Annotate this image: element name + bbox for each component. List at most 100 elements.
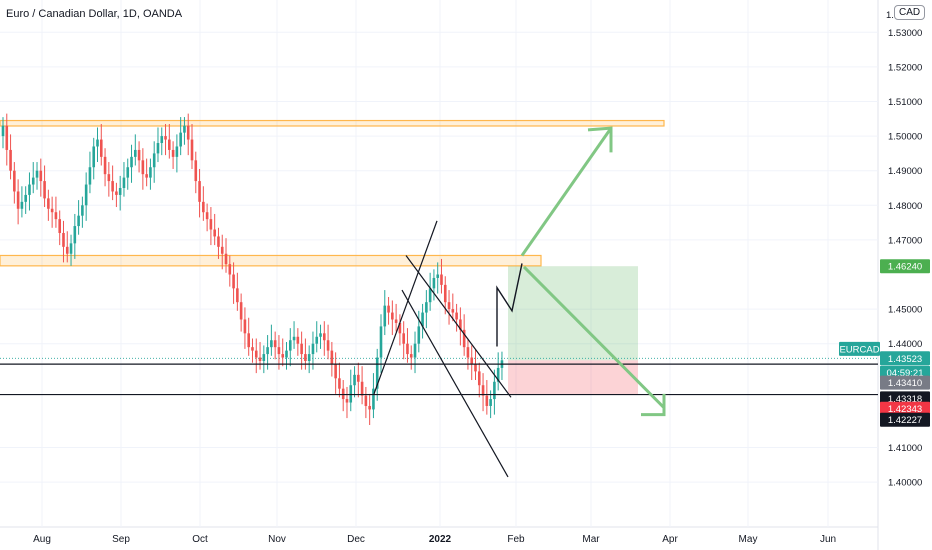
- candle-body: [462, 329, 466, 348]
- candle-body: [99, 139, 103, 157]
- candle-body: [137, 149, 141, 161]
- candle-body: [13, 170, 16, 192]
- price-tick-label: 1.50000: [888, 132, 922, 143]
- candle-body: [54, 212, 58, 220]
- price-label-bg: [880, 401, 930, 416]
- time-tick-label: Oct: [192, 534, 208, 545]
- price-label-text: 1.42227: [888, 415, 922, 426]
- price-axis: 1.53000 1.52000 1.51000 1.50000 1.49000 1.480…: [839, 10, 930, 489]
- candle-body: [5, 125, 9, 150]
- candle-body: [254, 350, 258, 358]
- candle-body: [118, 188, 122, 195]
- candle-body: [258, 357, 262, 361]
- channel-lower: [401, 289, 509, 478]
- candle-body: [375, 357, 379, 389]
- candle-body: [432, 277, 436, 289]
- candle-body: [315, 336, 319, 344]
- trendline-up: [373, 220, 438, 395]
- candle-body: [141, 160, 145, 175]
- candle-body: [126, 167, 130, 178]
- time-tick-label: Aug: [33, 534, 51, 545]
- candle-body: [311, 343, 315, 355]
- candle-body: [73, 226, 77, 244]
- candle-body: [353, 374, 356, 386]
- candle-body: [20, 201, 24, 209]
- candle-body: [372, 388, 375, 410]
- candle-body: [266, 347, 269, 355]
- candle-body: [47, 198, 50, 209]
- time-tick-label: 2022: [429, 534, 452, 545]
- price-label-text: 1.46240: [888, 262, 922, 273]
- drawings: [0, 126, 878, 478]
- candle-body: [345, 399, 349, 403]
- candle-body: [413, 343, 417, 358]
- price-label: 1.46240: [880, 259, 930, 274]
- candle-body: [186, 125, 190, 140]
- candle-body: [326, 340, 330, 351]
- candle-body: [122, 177, 126, 188]
- candles: [1, 113, 504, 426]
- candle-body: [262, 354, 266, 361]
- price-tick-label: 1.51000: [888, 97, 922, 108]
- price-tick-label: 1.44000: [888, 339, 922, 350]
- price-tick-label: 1.40000: [888, 478, 922, 489]
- price-tick-label: 1.45000: [888, 305, 922, 316]
- currency-button[interactable]: CAD: [894, 5, 926, 20]
- candle-body: [277, 347, 281, 355]
- price-label: 1.42343: [880, 401, 930, 416]
- time-tick-label: Jun: [820, 534, 836, 545]
- price-label-text: 1.43523: [888, 354, 922, 365]
- candle-body: [270, 340, 273, 348]
- candle-body: [50, 208, 54, 213]
- candle-body: [251, 347, 254, 351]
- candle-body: [443, 284, 447, 303]
- candle-body: [281, 354, 285, 358]
- candle-body: [16, 191, 20, 209]
- price-tick-label: 1.53000: [888, 28, 922, 39]
- candle-body: [296, 336, 300, 344]
- candle-body: [307, 354, 311, 361]
- price-label-bg: [880, 375, 930, 390]
- candle-body: [383, 305, 387, 327]
- price-tick-label: 1.48000: [888, 201, 922, 212]
- candle-body: [175, 146, 179, 157]
- candle-body: [35, 170, 39, 178]
- candle-body: [247, 333, 250, 348]
- time-tick-label: May: [739, 534, 758, 545]
- bullish-arrow: [520, 127, 613, 257]
- resistance-zone-middle: [0, 254, 542, 267]
- candle-body: [409, 354, 413, 358]
- projection-zigzag: [496, 263, 523, 347]
- candle-body: [493, 381, 496, 400]
- candle-body: [477, 371, 481, 386]
- candle-body: [447, 302, 451, 310]
- candle-body: [466, 347, 470, 358]
- candle-body: [489, 399, 492, 406]
- candle-body: [145, 174, 148, 178]
- candle-body: [243, 319, 247, 334]
- candle-body: [440, 274, 443, 285]
- candle-body: [398, 322, 402, 334]
- price-label: 1.43523: [880, 351, 930, 366]
- candle-body: [130, 156, 133, 168]
- price-tick-label: 1.5: [886, 10, 899, 21]
- candle-body: [406, 343, 409, 355]
- candle-body: [77, 215, 80, 227]
- candle-body: [107, 174, 111, 182]
- candle-body: [28, 184, 31, 195]
- channel-upper: [405, 255, 512, 398]
- candle-body: [209, 219, 213, 230]
- candle-body: [481, 385, 485, 396]
- candle-body: [323, 333, 326, 341]
- candle-body: [470, 357, 474, 365]
- candle-body: [349, 385, 353, 403]
- time-tick-label: Feb: [507, 534, 525, 545]
- profit-zone: [508, 266, 638, 361]
- price-label: 1.42227: [880, 412, 930, 427]
- grid: [0, 0, 879, 550]
- candle-body: [341, 388, 345, 400]
- candle-body: [81, 205, 84, 216]
- candle-body: [217, 236, 220, 247]
- candle-body: [455, 312, 458, 320]
